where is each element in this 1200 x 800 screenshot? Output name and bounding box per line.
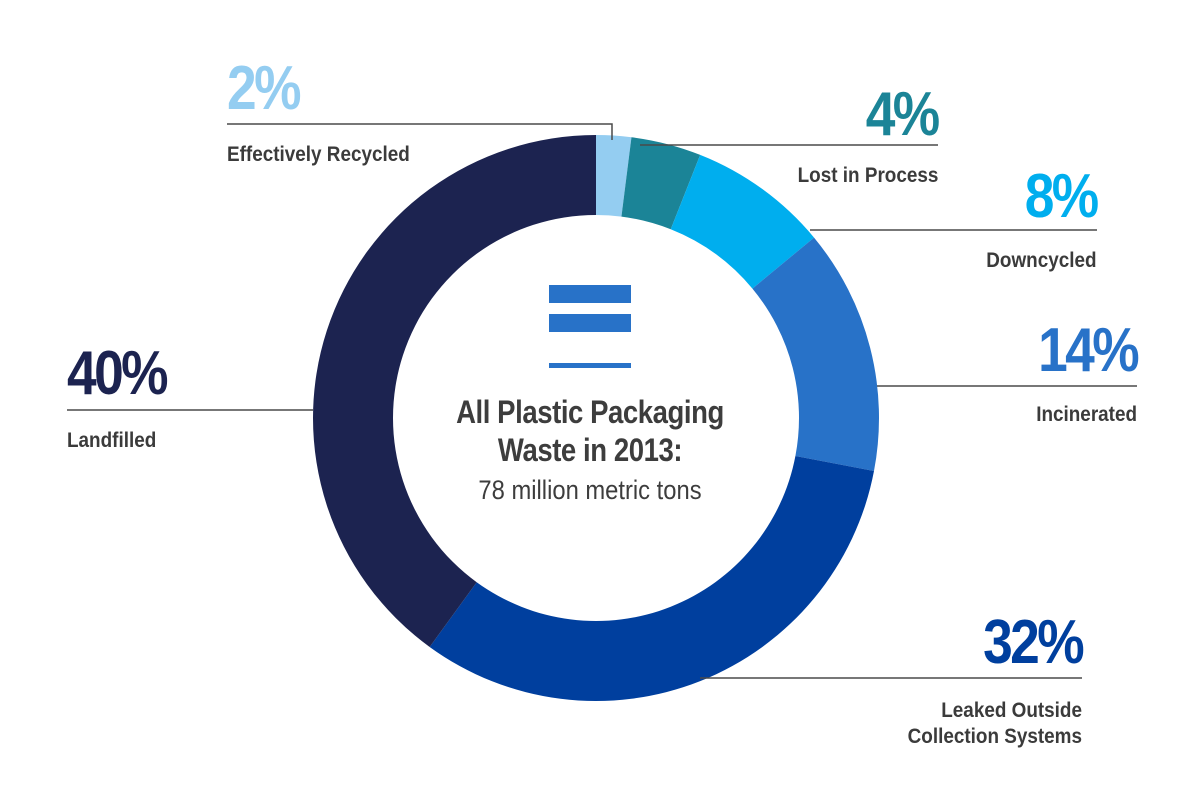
slice-lost-in-process <box>621 137 701 230</box>
percent-label-downcycled: 8% <box>1025 162 1099 231</box>
percent-label-incinerated: 14% <box>1038 316 1140 385</box>
slice-label-leaked: Leaked Outside Collection Systems <box>907 699 1082 748</box>
percent-label-effectively-recycled: 2% <box>227 54 301 123</box>
slice-label-landfilled: Landfilled <box>67 429 157 452</box>
slice-leaked-outside-collection-systems <box>429 456 874 701</box>
center-title: All Plastic Packaging Waste in 2013: <box>456 394 724 468</box>
slice-label-incinerated: Incinerated <box>1036 403 1137 426</box>
slice-landfilled <box>313 135 596 647</box>
percent-label-landfilled: 40% <box>67 339 169 408</box>
percent-label-leaked: 32% <box>983 608 1085 677</box>
slice-effectively-recycled <box>596 135 632 217</box>
percent-label-lost-in-process: 4% <box>866 80 940 149</box>
equals-stripes-icon <box>549 285 631 368</box>
slice-label-effectively-recycled: Effectively Recycled <box>227 143 410 166</box>
slice-downcycled <box>670 154 815 289</box>
slice-incinerated <box>752 237 879 472</box>
center-subtitle: 78 million metric tons <box>478 475 702 505</box>
slice-label-downcycled: Downcycled <box>986 249 1097 272</box>
slice-label-lost-in-process: Lost in Process <box>797 164 938 187</box>
leader-line-effectively-recycled <box>227 123 613 140</box>
